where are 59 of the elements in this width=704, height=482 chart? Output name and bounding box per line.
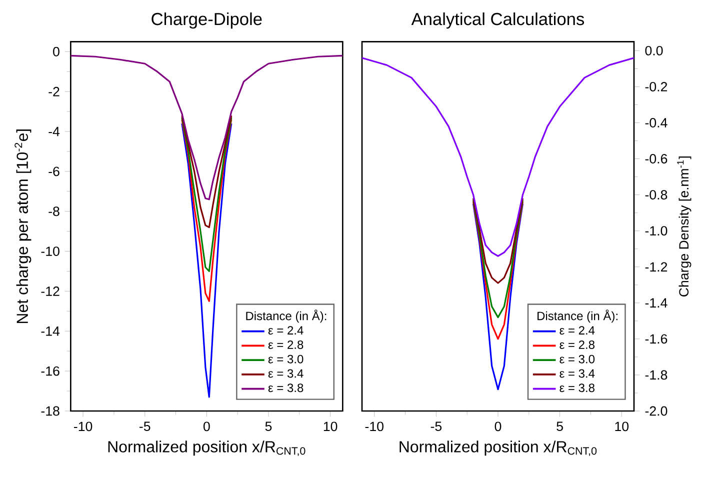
legend-label: ε = 3.0 [560, 354, 595, 364]
legend-label: ε = 3.8 [268, 384, 304, 392]
y-tick-label: -1.0 [645, 226, 668, 236]
y-tick-label: -12 [41, 286, 60, 296]
line-series [181, 118, 232, 302]
chart-title: Analytical Calculations [411, 12, 584, 29]
x-tick-label: -10 [74, 422, 92, 432]
y-axis-title: Charge Density [e.nm$^{-1}$] [677, 156, 692, 296]
y-tick-label: -2.0 [645, 406, 668, 416]
legend-label: ε = 2.4 [268, 326, 304, 335]
legend-label: ε = 2.8 [560, 340, 594, 349]
legend-label: ε = 2.4 [560, 326, 595, 335]
line-series [70, 54, 343, 200]
y-tick-label: -8 [48, 206, 60, 216]
line-series [362, 57, 634, 257]
y-tick-label: 0.0 [645, 46, 663, 56]
line-series [472, 199, 524, 318]
y-tick-label: -0.6 [645, 154, 668, 164]
y-tick-label: -1.8 [645, 370, 668, 380]
y-tick-label: -16 [41, 366, 60, 376]
line-series [181, 122, 232, 398]
y-tick-label: -2 [48, 86, 60, 96]
y-tick-label: -6 [48, 166, 60, 176]
x-tick-label: 5 [265, 422, 272, 432]
y-tick-label: -0.2 [645, 82, 668, 92]
x-tick-label: 5 [556, 422, 563, 432]
legend-title: Distance (in Å): [246, 310, 326, 323]
chart-title: Charge-Dipole [152, 12, 262, 29]
y-tick-label: -10 [41, 246, 60, 256]
y-axis-title: Net charge per atom [10$^{-2}$e] [14, 129, 32, 324]
x-tick-label: 10 [615, 422, 629, 432]
line-series [181, 116, 232, 272]
x-tick-label: 10 [324, 422, 338, 432]
legend-label: ε = 3.0 [268, 354, 304, 364]
y-tick-label: -0.8 [645, 190, 668, 200]
line-series [472, 201, 524, 340]
y-tick-label: -1.2 [645, 262, 668, 272]
y-tick-label: -4 [48, 126, 60, 136]
x-tick-label: -5 [430, 422, 442, 432]
legend-label: ε = 3.8 [560, 384, 594, 392]
line-series [472, 198, 524, 284]
x-tick-label: 0 [494, 422, 502, 432]
x-axis-title: Normalized position x/R$_{CNT,0}$ [108, 440, 306, 456]
line-series [181, 114, 232, 228]
legend-label: ε = 3.4 [560, 369, 595, 378]
y-tick-label: -1.6 [645, 334, 668, 344]
y-tick-label: -0.4 [645, 118, 668, 128]
line-series [472, 203, 524, 390]
y-tick-label: -14 [41, 326, 60, 336]
legend-title: Distance (in Å): [538, 310, 618, 323]
y-tick-label: -18 [41, 406, 60, 416]
legend-label: ε = 2.8 [268, 340, 304, 349]
x-tick-label: -5 [140, 422, 150, 432]
y-tick-label: 0 [53, 46, 60, 56]
x-axis-title: Normalized position x/R$_{CNT,0}$ [400, 440, 597, 456]
y-tick-label: -1.4 [645, 298, 668, 308]
x-tick-label: -10 [365, 422, 384, 432]
x-tick-label: 0 [203, 422, 210, 432]
legend-label: ε = 3.4 [268, 369, 304, 378]
